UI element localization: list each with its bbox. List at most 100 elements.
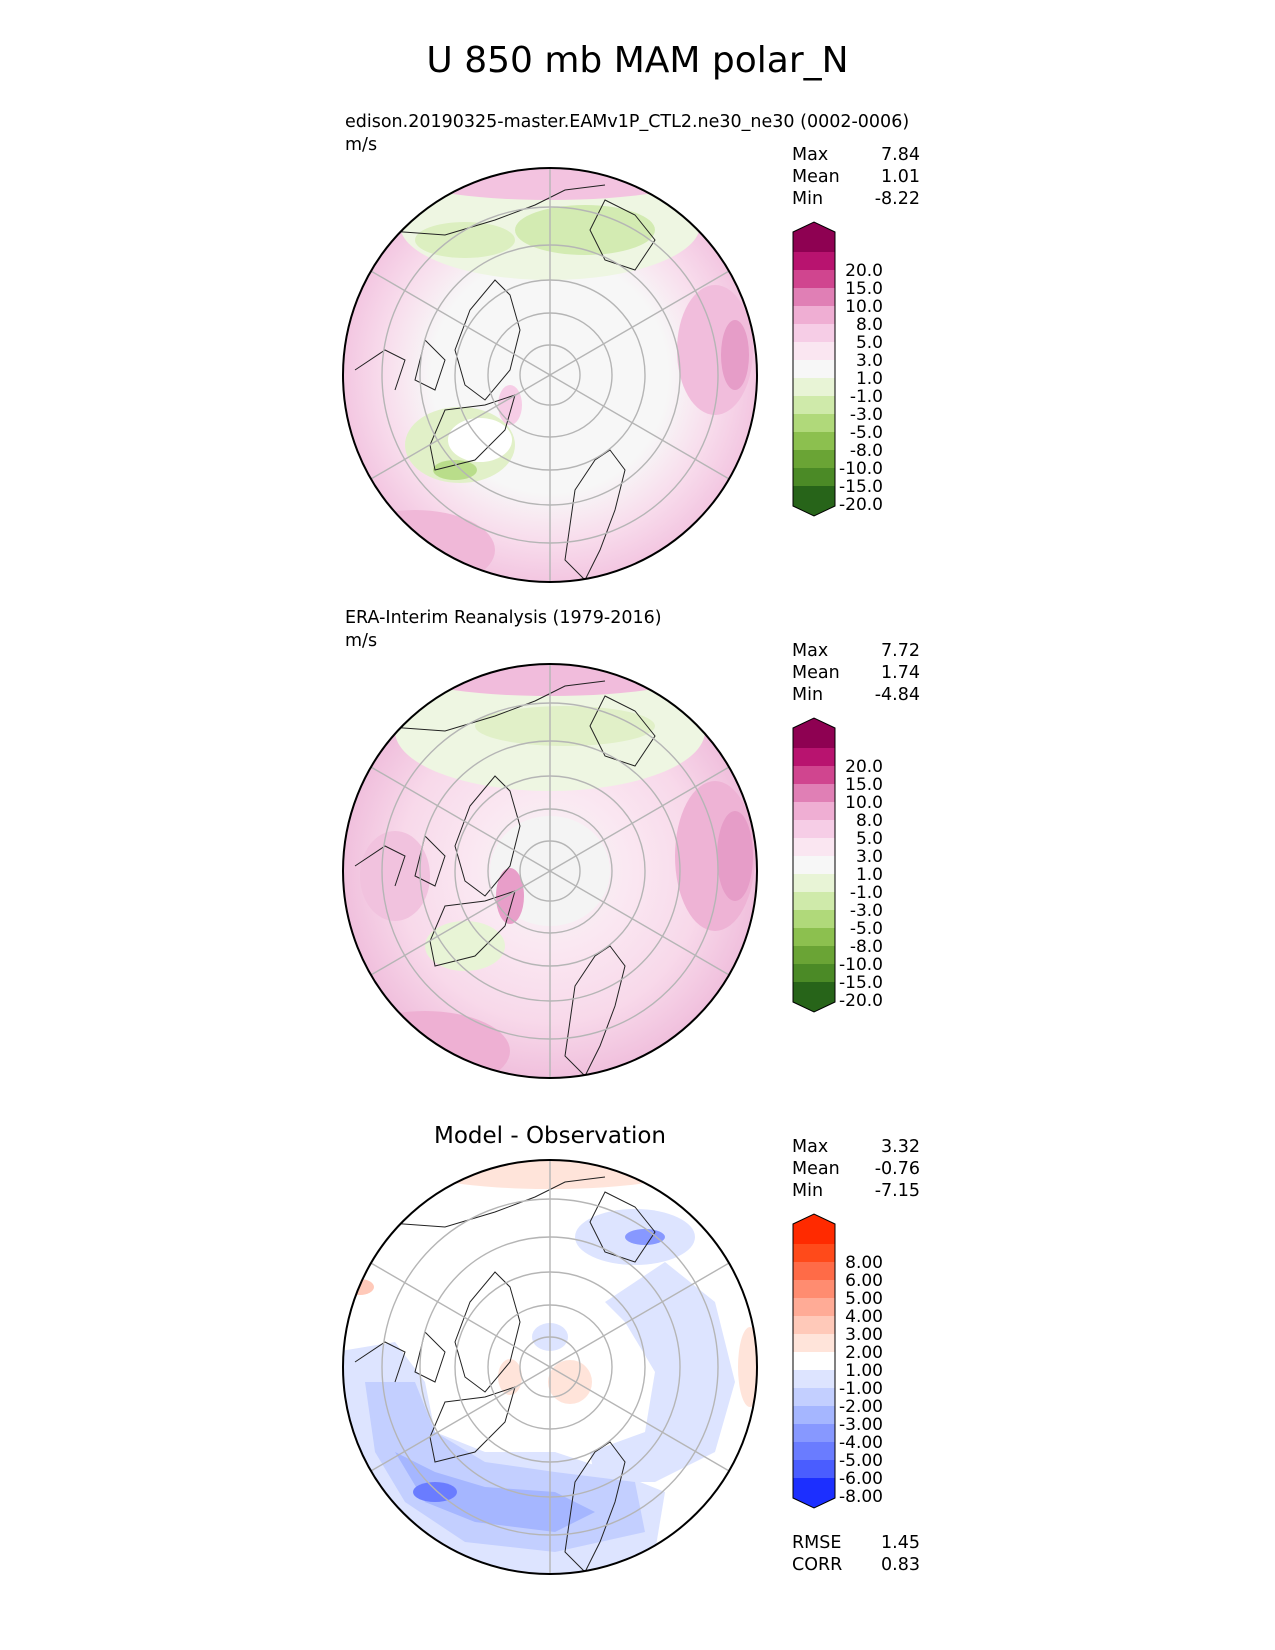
coastline — [454, 279, 521, 401]
panel-3-stats: Max 3.32 Mean -0.76 Min -7.15 — [792, 1136, 920, 1202]
colorbar-tick-label: -3.00 — [839, 1415, 883, 1435]
stat-value: 1.74 — [881, 663, 920, 683]
coastline — [414, 1331, 446, 1383]
panel-1-stats: Max 7.84 Mean 1.01 Min -8.22 — [792, 144, 920, 210]
stat-label: Min — [792, 685, 824, 705]
colorbar-extend-min — [793, 982, 835, 1012]
coastline — [589, 695, 656, 767]
colorbar-tick-label: -5.0 — [850, 919, 883, 939]
colorbar-band — [793, 396, 835, 415]
stat-label: Max — [792, 641, 829, 661]
colorbar-tick-label: 4.00 — [845, 1307, 883, 1327]
field-patch — [590, 1262, 735, 1482]
colorbar-band — [793, 450, 835, 469]
colorbar-tick-label: -8.0 — [850, 937, 883, 957]
colorbar-band — [793, 270, 835, 289]
coastline — [374, 184, 606, 236]
colorbar-band — [793, 1280, 835, 1299]
colorbar-tick-label: 5.0 — [856, 333, 883, 353]
colorbar-extend-max — [793, 1214, 835, 1244]
colorbar-band — [793, 1244, 835, 1263]
field-patch — [496, 868, 524, 924]
colorbar-band — [793, 820, 835, 839]
colorbar-band — [793, 874, 835, 893]
stat-value: 3.32 — [881, 1137, 920, 1157]
panel-3-polar-map — [342, 1159, 758, 1575]
colorbar-band — [793, 1460, 835, 1479]
panel-2-units: m/s — [345, 631, 378, 651]
colorbar-band — [793, 964, 835, 983]
stat-label: Mean — [792, 167, 840, 187]
colorbar-tick-label: -1.0 — [850, 387, 883, 407]
colorbar-outline — [792, 1213, 836, 1509]
field-patch — [343, 510, 495, 582]
field-patch — [395, 1452, 595, 1532]
colorbar-tick-label: 1.0 — [856, 369, 883, 389]
metric-label: CORR — [792, 1555, 843, 1575]
colorbar-band — [793, 892, 835, 911]
panel-2-polar-map — [342, 663, 758, 1079]
stat-label: Max — [792, 1137, 829, 1157]
stat-value: 1.01 — [881, 167, 920, 187]
coastline — [354, 349, 406, 391]
colorbar-tick-label: 5.0 — [856, 829, 883, 849]
colorbar-band — [793, 766, 835, 785]
panel-1-units: m/s — [345, 135, 378, 155]
colorbar-tick-label: -1.0 — [850, 883, 883, 903]
colorbar-tick-label: 8.0 — [856, 811, 883, 831]
colorbar-band — [793, 1352, 835, 1371]
figure-title: U 850 mb MAM polar_N — [426, 40, 849, 81]
colorbar-tick-label: 5.00 — [845, 1289, 883, 1309]
coastline — [429, 1386, 516, 1463]
stat-label: Mean — [792, 1159, 840, 1179]
colorbar-tick-label: -4.00 — [839, 1433, 883, 1453]
colorbar-band — [793, 784, 835, 803]
graticule — [363, 1160, 737, 1574]
map-boundary — [342, 663, 758, 1079]
stat-value: -4.84 — [874, 685, 920, 705]
panel-2-title: ERA-Interim Reanalysis (1979-2016) — [345, 608, 662, 628]
colorbar-tick-label: -10.0 — [839, 955, 883, 975]
colorbar-band — [793, 306, 835, 325]
coastline — [564, 945, 626, 1077]
colorbar-band — [793, 1316, 835, 1335]
colorbar-band — [793, 928, 835, 947]
colorbar-tick-label: -20.0 — [839, 495, 883, 515]
field-patch — [413, 1482, 457, 1502]
field-patch — [360, 831, 430, 921]
colorbar-outline — [792, 221, 836, 517]
coastline — [429, 890, 516, 967]
field-patch — [717, 811, 753, 901]
colorbar-extend-min — [793, 486, 835, 516]
colorbar-tick-label: -15.0 — [839, 477, 883, 497]
stat-value: -0.76 — [874, 1159, 920, 1179]
colorbar-tick-label: 10.0 — [845, 793, 883, 813]
colorbar-tick-label: 3.0 — [856, 847, 883, 867]
colorbar-tick-label: -8.00 — [839, 1487, 883, 1507]
field-patch — [625, 1229, 665, 1245]
stat-label: Min — [792, 189, 824, 209]
coastline — [454, 775, 521, 897]
colorbar-band — [793, 1334, 835, 1353]
coastline — [354, 1341, 406, 1383]
colorbar-tick-label: 20.0 — [845, 757, 883, 777]
colorbar-band — [793, 856, 835, 875]
coastline — [564, 1441, 626, 1573]
colorbar-tick-label: 3.00 — [845, 1325, 883, 1345]
colorbar-outline — [792, 717, 836, 1013]
colorbar-band — [793, 1442, 835, 1461]
colorbar-tick-label: 1.00 — [845, 1361, 883, 1381]
colorbar-tick-label: -15.0 — [839, 973, 883, 993]
field-patch — [721, 320, 749, 390]
colorbar-band — [793, 802, 835, 821]
stat-value: 7.72 — [881, 641, 920, 661]
colorbar-extend-max — [793, 222, 835, 252]
colorbar-band — [793, 1262, 835, 1281]
colorbar-tick-label: -3.0 — [850, 901, 883, 921]
colorbar-tick-label: -8.0 — [850, 441, 883, 461]
coastline — [374, 1176, 606, 1228]
coastline — [374, 680, 606, 732]
metric-label: RMSE — [792, 1533, 842, 1553]
colorbar-tick-label: -6.00 — [839, 1469, 883, 1489]
colorbar-band — [793, 360, 835, 379]
